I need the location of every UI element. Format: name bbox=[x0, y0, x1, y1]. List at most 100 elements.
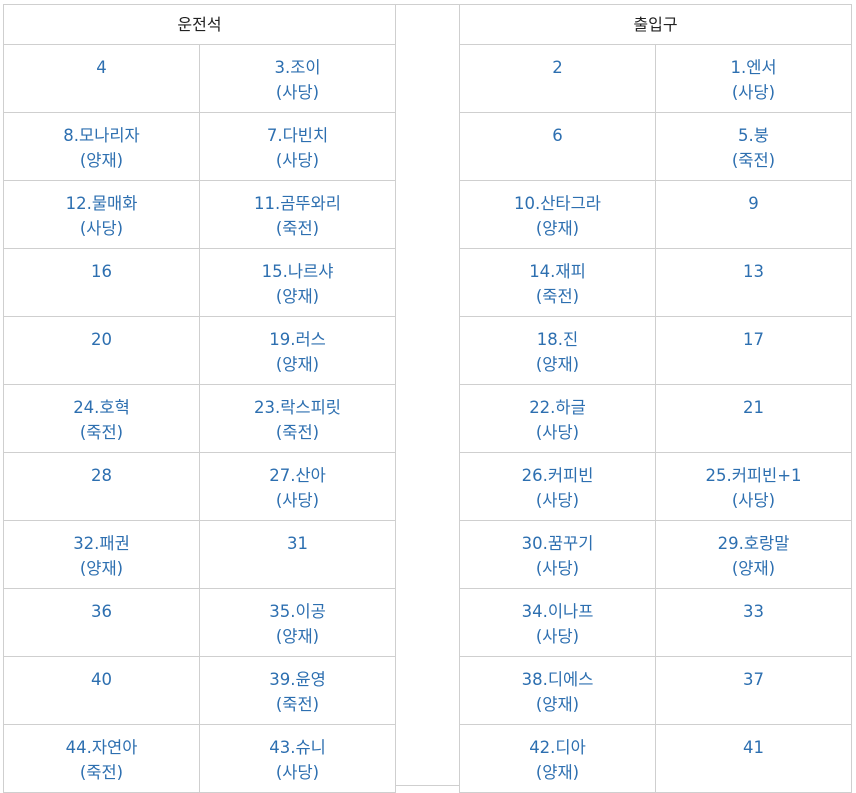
seat-branch: (양재) bbox=[275, 287, 320, 306]
seat-name: 11.곰뚜와리 bbox=[254, 194, 341, 213]
seat-cell: 40 bbox=[3, 656, 200, 725]
driver-seat-header: 운전석 bbox=[2, 4, 397, 45]
seat-branch: (사당) bbox=[275, 763, 320, 782]
seat-cell: 13 bbox=[654, 248, 853, 317]
seat-name: 22.하글 bbox=[529, 398, 586, 417]
seat-cell: 43.슈니 (사당) bbox=[198, 724, 397, 793]
seat-name: 28 bbox=[91, 466, 112, 485]
seat-branch: (사당) bbox=[79, 219, 124, 238]
seat-branch: (죽전) bbox=[79, 763, 124, 782]
seat-cell: 39.윤영 (죽전) bbox=[198, 656, 397, 725]
seat-cell: 15.나르샤 (양재) bbox=[198, 248, 397, 317]
seat-name: 12.물매화 bbox=[65, 194, 138, 213]
seat-branch: (양재) bbox=[79, 559, 124, 578]
seat-cell: 41 bbox=[654, 724, 853, 793]
seat-name: 39.윤영 bbox=[269, 670, 326, 689]
seat-row: 12.물매화 (사당) 11.곰뚜와리 (죽전) bbox=[3, 180, 397, 249]
seat-row: 14.재피 (죽전) 13 bbox=[459, 248, 853, 317]
seat-branch: (사당) bbox=[535, 627, 580, 646]
seat-branch: (사당) bbox=[275, 491, 320, 510]
seat-branch: (양재) bbox=[535, 355, 580, 374]
seat-row: 8.모나리자 (양재) 7.다빈치 (사당) bbox=[3, 112, 397, 181]
seat-cell: 28 bbox=[3, 452, 200, 521]
seat-cell: 8.모나리자 (양재) bbox=[3, 112, 200, 181]
driver-side-table: 운전석 4 3.조이 (사당) 8.모나리자 (양재) 7.다빈치 (사당) 12.물매화 (사… bbox=[2, 4, 397, 793]
seat-cell: 42.디아 (양재) bbox=[459, 724, 656, 793]
seat-row: 22.하글 (사당) 21 bbox=[459, 384, 853, 453]
aisle bbox=[395, 4, 459, 786]
seat-row: 38.디에스 (양재) 37 bbox=[459, 656, 853, 725]
seat-cell: 17 bbox=[654, 316, 853, 385]
seat-branch: (죽전) bbox=[275, 423, 320, 442]
seat-row: 26.커피빈 (사당) 25.커피빈+1 (사당) bbox=[459, 452, 853, 521]
seat-cell: 16 bbox=[3, 248, 200, 317]
seat-row: 6 5.붕 (죽전) bbox=[459, 112, 853, 181]
seat-branch: (양재) bbox=[535, 763, 580, 782]
seat-name: 21 bbox=[743, 398, 764, 417]
seat-cell: 37 bbox=[654, 656, 853, 725]
seat-row: 24.호혁 (죽전) 23.락스피릿 (죽전) bbox=[3, 384, 397, 453]
seat-branch: (사당) bbox=[731, 491, 776, 510]
seat-name: 33 bbox=[743, 602, 764, 621]
seat-row: 28 27.산아 (사당) bbox=[3, 452, 397, 521]
seat-branch: (사당) bbox=[275, 151, 320, 170]
seat-row: 44.자연아 (죽전) 43.슈니 (사당) bbox=[3, 724, 397, 793]
seat-cell: 22.하글 (사당) bbox=[459, 384, 656, 453]
seat-cell: 21 bbox=[654, 384, 853, 453]
seat-name: 24.호혁 bbox=[73, 398, 130, 417]
seat-branch: (죽전) bbox=[275, 695, 320, 714]
seat-cell: 35.이공 (양재) bbox=[198, 588, 397, 657]
seat-cell: 31 bbox=[198, 520, 397, 589]
seat-name: 36 bbox=[91, 602, 112, 621]
seat-cell: 18.진 (양재) bbox=[459, 316, 656, 385]
seat-cell: 24.호혁 (죽전) bbox=[3, 384, 200, 453]
seat-name: 1.엔서 bbox=[730, 58, 777, 77]
seat-branch: (사당) bbox=[535, 559, 580, 578]
seat-name: 35.이공 bbox=[269, 602, 326, 621]
seat-name: 5.붕 bbox=[738, 126, 769, 145]
seat-cell: 9 bbox=[654, 180, 853, 249]
seat-cell: 6 bbox=[459, 112, 656, 181]
seat-name: 7.다빈치 bbox=[266, 126, 329, 145]
seat-cell: 11.곰뚜와리 (죽전) bbox=[198, 180, 397, 249]
seat-row: 32.패권 (양재) 31 bbox=[3, 520, 397, 589]
seat-name: 41 bbox=[743, 738, 764, 757]
seat-name: 23.락스피릿 bbox=[254, 398, 341, 417]
seat-row: 18.진 (양재) 17 bbox=[459, 316, 853, 385]
seat-name: 6 bbox=[552, 126, 563, 145]
seat-name: 19.러스 bbox=[269, 330, 326, 349]
seat-name: 34.이나프 bbox=[521, 602, 594, 621]
seat-name: 10.산타그라 bbox=[514, 194, 601, 213]
seat-name: 2 bbox=[552, 58, 563, 77]
seat-name: 8.모나리자 bbox=[63, 126, 140, 145]
seat-cell: 12.물매화 (사당) bbox=[3, 180, 200, 249]
seat-cell: 33 bbox=[654, 588, 853, 657]
seat-cell: 36 bbox=[3, 588, 200, 657]
seat-name: 18.진 bbox=[536, 330, 579, 349]
seat-name: 27.산아 bbox=[269, 466, 326, 485]
seat-row: 10.산타그라 (양재) 9 bbox=[459, 180, 853, 249]
seat-cell: 19.러스 (양재) bbox=[198, 316, 397, 385]
seat-cell: 7.다빈치 (사당) bbox=[198, 112, 397, 181]
seat-branch: (사당) bbox=[535, 423, 580, 442]
seat-name: 4 bbox=[96, 58, 107, 77]
seat-name: 26.커피빈 bbox=[521, 466, 594, 485]
seat-row: 30.꿈꾸기 (사당) 29.호랑말 (양재) bbox=[459, 520, 853, 589]
seat-row: 36 35.이공 (양재) bbox=[3, 588, 397, 657]
seat-name: 15.나르샤 bbox=[261, 262, 334, 281]
seat-cell: 4 bbox=[3, 44, 200, 113]
seat-name: 20 bbox=[91, 330, 112, 349]
seat-name: 31 bbox=[287, 534, 308, 553]
seat-name: 38.디에스 bbox=[521, 670, 594, 689]
seat-cell: 23.락스피릿 (죽전) bbox=[198, 384, 397, 453]
seat-name: 32.패권 bbox=[73, 534, 130, 553]
seat-branch: (양재) bbox=[731, 559, 776, 578]
seat-name: 44.자연아 bbox=[65, 738, 138, 757]
seat-cell: 32.패권 (양재) bbox=[3, 520, 200, 589]
seat-name: 13 bbox=[743, 262, 764, 281]
seat-cell: 1.엔서 (사당) bbox=[654, 44, 853, 113]
seat-name: 43.슈니 bbox=[269, 738, 326, 757]
seat-name: 25.커피빈+1 bbox=[705, 466, 802, 485]
seat-cell: 34.이나프 (사당) bbox=[459, 588, 656, 657]
